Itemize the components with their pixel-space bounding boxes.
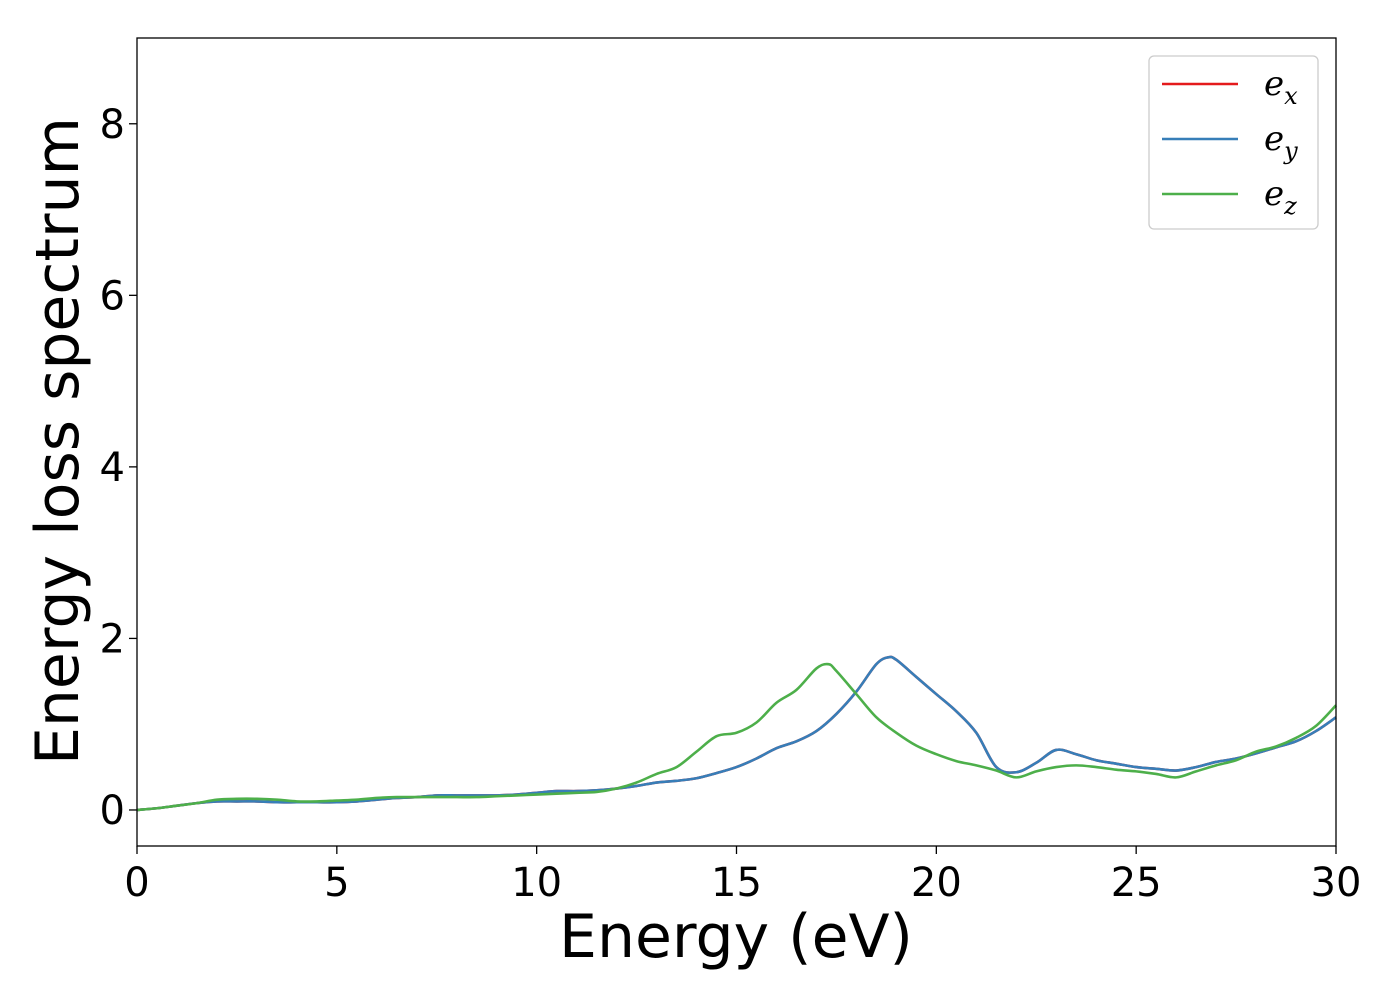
series-line-z [136, 662, 1337, 812]
x-tick-label: 5 [324, 860, 349, 906]
y-tick-label: 2 [100, 616, 125, 662]
legend-label-z: ez [1264, 174, 1297, 220]
y-tick-label: 0 [100, 788, 125, 834]
y-axis-ticks: 0 2 4 6 8 [100, 102, 137, 834]
legend-label-y: ey [1264, 119, 1298, 165]
x-tick-label: 0 [124, 860, 149, 906]
y-tick-label: 6 [100, 273, 125, 319]
series-lines [136, 655, 1337, 812]
x-axis-label: Energy (eV) [559, 902, 913, 972]
legend-label-x: ex [1264, 64, 1298, 110]
y-tick-label: 4 [100, 445, 125, 491]
x-tick-label: 10 [511, 860, 562, 906]
x-tick-label: 30 [1311, 860, 1362, 906]
x-tick-label: 20 [911, 860, 962, 906]
series-line-y [136, 655, 1337, 812]
legend-box [1148, 55, 1319, 230]
x-axis-ticks: 0 5 10 15 20 25 30 [124, 846, 1361, 906]
x-tick-label: 25 [1111, 860, 1162, 906]
y-axis-label: Energy loss spectrum [23, 117, 93, 765]
x-tick-label: 15 [711, 860, 762, 906]
legend: ex ey ez [1148, 55, 1319, 230]
y-tick-label: 8 [100, 102, 125, 148]
